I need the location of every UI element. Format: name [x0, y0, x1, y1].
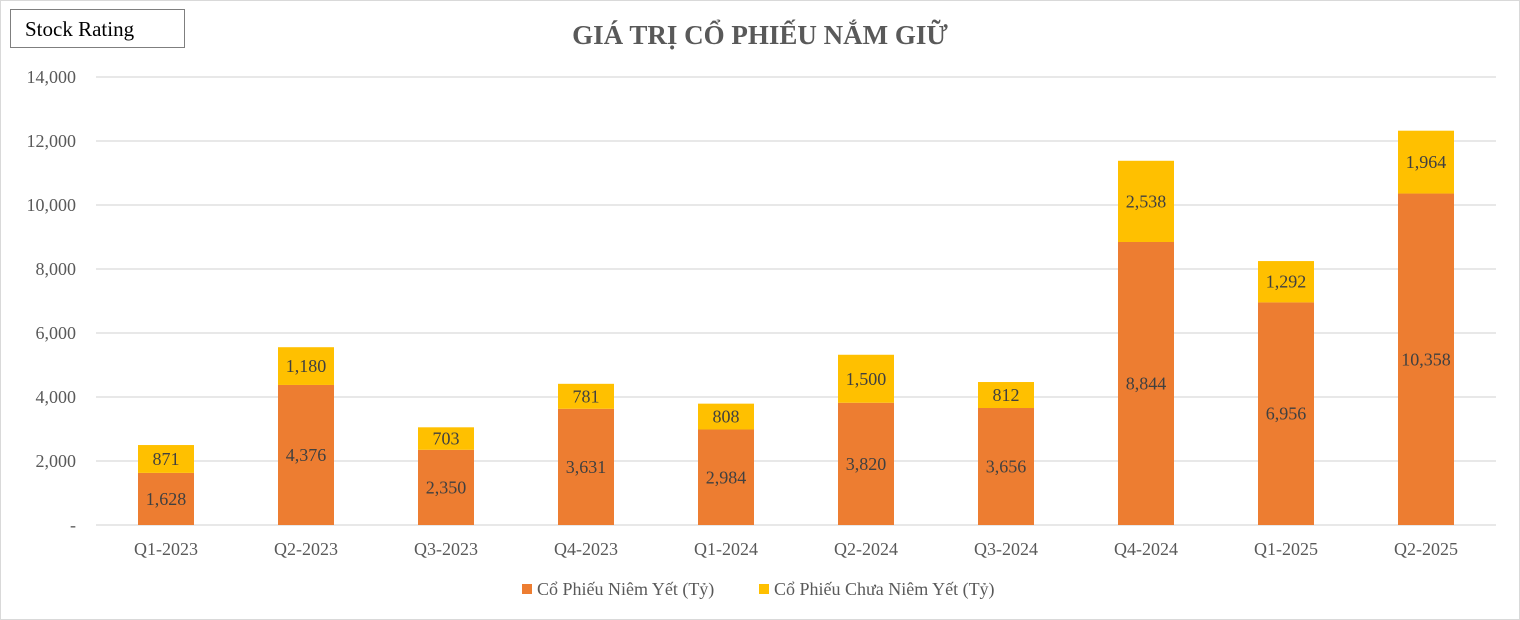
- bar-unlisted: [1398, 130, 1454, 194]
- x-tick-label: Q1-2023: [134, 539, 198, 559]
- legend-swatch-listed: [522, 584, 532, 594]
- bar-listed: [1118, 241, 1174, 525]
- bar-listed: [1258, 302, 1314, 525]
- data-label: 3,820: [846, 454, 887, 474]
- data-label: 6,956: [1266, 404, 1307, 424]
- bar-unlisted: [138, 445, 194, 473]
- bar-listed: [278, 384, 334, 525]
- y-tick-label: 10,000: [27, 195, 77, 215]
- data-label: 1,180: [286, 356, 327, 376]
- y-tick-label: 14,000: [27, 67, 77, 87]
- bar-unlisted: [418, 427, 474, 450]
- data-label: 8,844: [1126, 373, 1167, 393]
- bar-listed: [978, 408, 1034, 525]
- bar-listed: [418, 449, 474, 525]
- bar-listed: [838, 402, 894, 525]
- legend-swatch-unlisted: [759, 584, 769, 594]
- bar-listed: [138, 472, 194, 525]
- legend-label: Cổ Phiếu Chưa Niêm Yết (Tỷ): [774, 579, 995, 600]
- data-label: 781: [573, 386, 600, 406]
- bar-unlisted: [278, 347, 334, 385]
- x-tick-label: Q2-2025: [1394, 539, 1458, 559]
- data-label: 4,376: [286, 445, 327, 465]
- y-tick-label: -: [70, 515, 76, 535]
- bar-unlisted: [978, 382, 1034, 409]
- data-label: 812: [993, 385, 1020, 405]
- bars: 1,628 871 4,376 1,180 2,350 703 3,631 781 2,984 8…: [138, 130, 1454, 525]
- y-tick-label: 2,000: [36, 451, 77, 471]
- y-axis-ticks: - 2,000 4,000 6,000 8,000 10,000 12,000 14,000: [27, 67, 77, 535]
- x-tick-label: Q1-2025: [1254, 539, 1318, 559]
- x-tick-label: Q2-2024: [834, 539, 898, 559]
- bar-unlisted: [838, 354, 894, 403]
- bar-unlisted: [1258, 261, 1314, 303]
- legend: Cổ Phiếu Niêm Yết (Tỷ) Cổ Phiếu Chưa Niêm…: [522, 579, 995, 600]
- data-label: 10,358: [1401, 349, 1451, 369]
- stock-rating-badge: Stock Rating: [10, 9, 185, 48]
- data-label: 1,964: [1406, 152, 1447, 172]
- y-tick-label: 4,000: [36, 387, 77, 407]
- bar-unlisted: [558, 383, 614, 409]
- y-tick-label: 12,000: [27, 131, 77, 151]
- legend-label: Cổ Phiếu Niêm Yết (Tỷ): [537, 579, 714, 600]
- data-label: 2,538: [1126, 191, 1167, 211]
- x-tick-label: Q3-2023: [414, 539, 478, 559]
- chart-title: GIÁ TRỊ CỔ PHIẾU NẮM GIỮ: [572, 19, 948, 50]
- x-tick-label: Q3-2024: [974, 539, 1038, 559]
- data-label: 808: [713, 407, 740, 427]
- bar-listed: [1398, 193, 1454, 525]
- x-tick-label: Q2-2023: [274, 539, 338, 559]
- x-axis-ticks: Q1-2023 Q2-2023 Q3-2023 Q4-2023 Q1-2024 Q2-20…: [134, 539, 1458, 559]
- data-label: 703: [433, 429, 460, 449]
- data-label: 871: [153, 449, 180, 469]
- data-label: 3,656: [986, 457, 1027, 477]
- x-tick-label: Q1-2024: [694, 539, 758, 559]
- data-label: 2,984: [706, 467, 747, 487]
- x-tick-label: Q4-2023: [554, 539, 618, 559]
- y-tick-label: 8,000: [36, 259, 77, 279]
- y-tick-label: 6,000: [36, 323, 77, 343]
- bar-listed: [698, 429, 754, 525]
- data-label: 1,500: [846, 369, 887, 389]
- data-label: 2,350: [426, 477, 467, 497]
- data-label: 1,292: [1266, 272, 1307, 292]
- x-tick-label: Q4-2024: [1114, 539, 1178, 559]
- bar-unlisted: [698, 403, 754, 430]
- bar-unlisted: [1118, 160, 1174, 242]
- data-label: 3,631: [566, 457, 607, 477]
- data-label: 1,628: [146, 489, 187, 509]
- bar-listed: [558, 408, 614, 525]
